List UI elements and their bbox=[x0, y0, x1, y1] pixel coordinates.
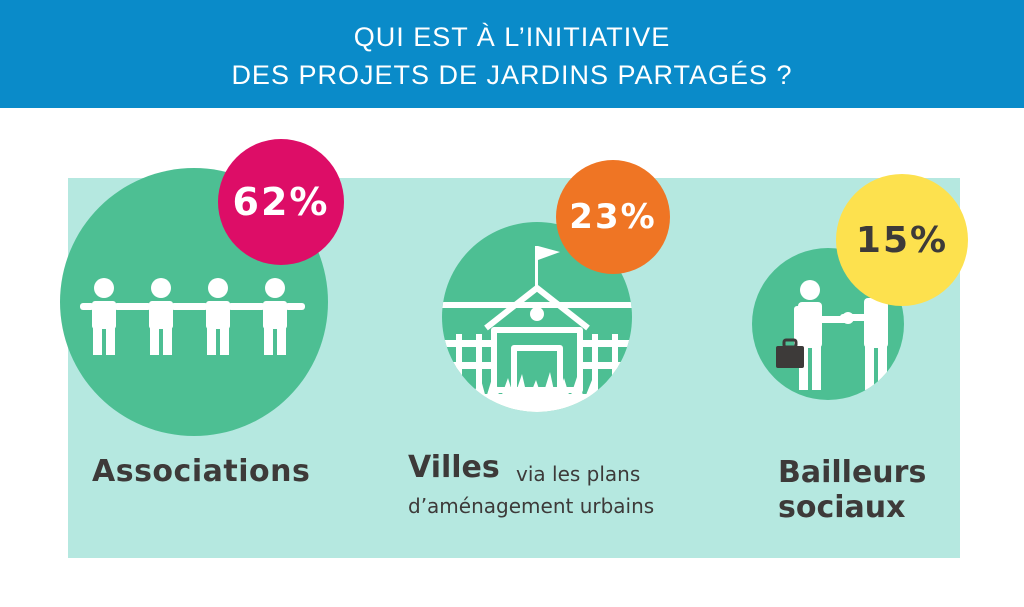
villes-circle bbox=[442, 222, 632, 412]
title-line-1: QUI EST À L’INITIATIVE bbox=[353, 22, 671, 52]
villes-subtitle-part2: d’aménagement urbains bbox=[408, 494, 655, 518]
associations-percentage-badge: 62% bbox=[218, 139, 344, 265]
town-hall-icon bbox=[442, 246, 632, 412]
villes-percentage-badge: 23% bbox=[556, 160, 670, 274]
header-banner: QUI EST À L’INITIATIVE DES PROJETS DE JA… bbox=[0, 0, 1024, 108]
bailleurs-label-line1: Bailleurs bbox=[778, 455, 927, 490]
bailleurs-label-line2: sociaux bbox=[778, 490, 906, 525]
people-holding-hands-icon bbox=[80, 278, 305, 355]
bailleurs-percentage-badge: 15% bbox=[836, 174, 968, 306]
villes-label: Villes bbox=[408, 450, 500, 485]
title-line-2: DES PROJETS DE JARDINS PARTAGÉS ? bbox=[231, 60, 793, 90]
associations-label: Associations bbox=[92, 454, 311, 489]
villes-subtitle-part1: via les plans bbox=[516, 462, 641, 486]
